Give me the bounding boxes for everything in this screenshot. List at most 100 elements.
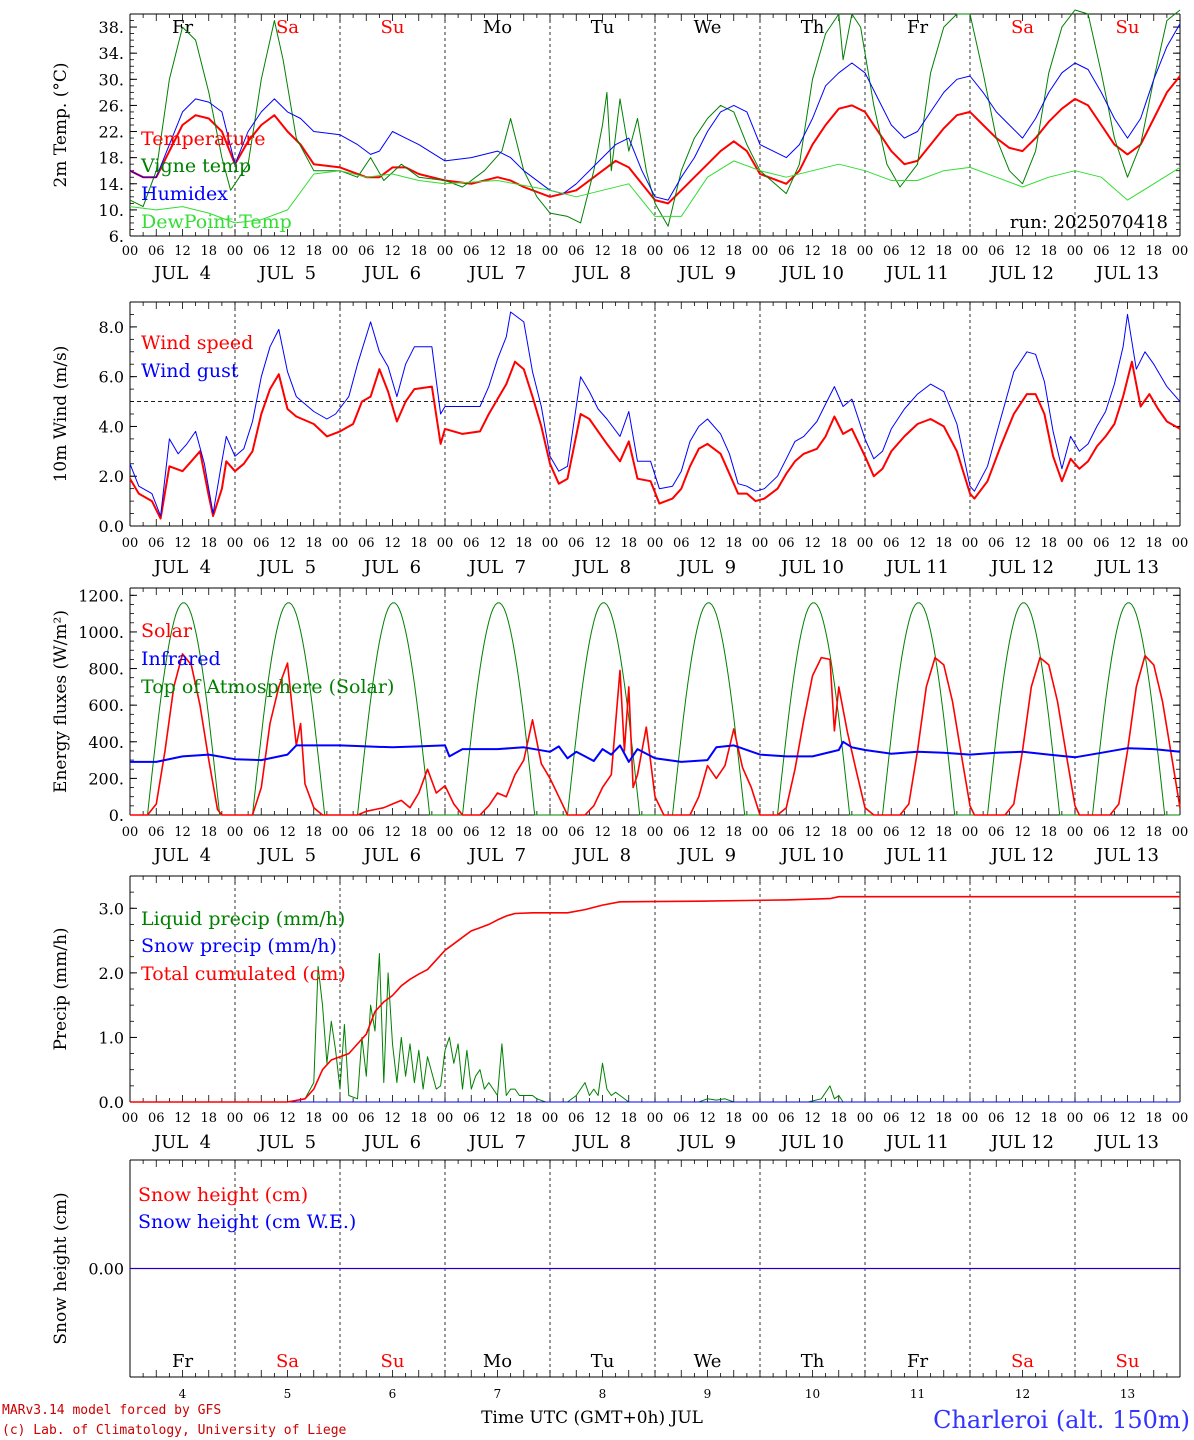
legend-entry: Humidex [141,183,228,205]
date-label: JUL 4 [152,845,211,866]
date-label: JUL 10 [779,557,844,578]
hour-tick-label: 18 [1145,536,1162,551]
hour-tick-label: 06 [253,825,270,840]
weekday-label: Su [381,17,405,38]
hour-tick-label: 00 [1067,536,1084,551]
y-axis-label: Precip (mm/h) [51,927,71,1050]
y-tick-label: 1000. [78,623,124,642]
hour-tick-label: 12 [489,536,506,551]
legend-entry: Total cumulated (cm) [141,963,346,985]
y-tick-label: 0. [109,806,124,825]
hour-tick-label: 12 [384,536,401,551]
day-number-label: 4 [179,1387,187,1401]
hour-tick-label: 18 [620,244,637,259]
hour-tick-label: 18 [515,244,532,259]
series-vigne-temp [129,9,1181,227]
date-label: JUL 9 [677,845,736,866]
hour-tick-label: 12 [174,1111,191,1126]
date-label: JUL 13 [1094,263,1159,284]
weekday-label: Th [801,17,825,38]
hour-tick-label: 00 [752,244,769,259]
hour-tick-label: 00 [227,825,244,840]
y-tick-label: 34. [99,44,124,63]
hour-tick-label: 00 [122,825,139,840]
hour-tick-label: 06 [148,1111,165,1126]
hour-tick-label: 12 [384,1111,401,1126]
hour-tick-label: 18 [305,536,322,551]
panel-precip: 0.0 1.0 2.0 3.0 Precip (mm/h) 00 06 12 18 00 06 12 1… [51,875,1188,1153]
hour-tick-label: 00 [227,244,244,259]
day-number-label: 9 [704,1387,712,1401]
hour-tick-label: 00 [962,1111,979,1126]
hour-tick-label: 18 [725,825,742,840]
y-tick-label: 2.0 [99,964,124,983]
hour-tick-label: 12 [699,536,716,551]
hour-tick-label: 00 [962,244,979,259]
day-number-label: 12 [1015,1387,1030,1401]
hour-tick-label: 06 [463,244,480,259]
hour-tick-label: 00 [437,244,454,259]
legend-entry: Wind speed [141,332,253,354]
hour-tick-label: 06 [568,1111,585,1126]
hour-tick-label: 06 [883,1111,900,1126]
day-number-label: 7 [494,1387,502,1401]
hour-tick-label: 18 [830,1111,847,1126]
hour-tick-label: 18 [935,825,952,840]
date-label: JUL 6 [362,1132,421,1153]
hour-tick-label: 06 [778,1111,795,1126]
hour-tick-label: 00 [1067,1111,1084,1126]
y-tick-label: 38. [99,18,124,37]
run-annotation: run: 2025070418 [1010,212,1168,233]
y-tick-label: 30. [99,70,124,89]
date-label: JUL 10 [779,845,844,866]
hour-tick-label: 12 [174,825,191,840]
hour-tick-label: 12 [699,244,716,259]
hour-tick-label: 12 [909,536,926,551]
hour-tick-label: 12 [594,244,611,259]
date-label: JUL 7 [467,1132,526,1153]
y-tick-label: 400. [88,733,124,752]
hour-tick-label: 18 [200,825,217,840]
hour-tick-label: 00 [332,536,349,551]
hour-tick-label: 06 [673,244,690,259]
hour-tick-label: 18 [1145,825,1162,840]
hour-tick-label: 06 [358,1111,375,1126]
hour-tick-label: 00 [122,244,139,259]
hour-tick-label: 00 [122,536,139,551]
hour-tick-label: 06 [253,1111,270,1126]
hour-tick-label: 00 [857,1111,874,1126]
series-temperature [129,75,1181,205]
hour-tick-label: 00 [1172,536,1189,551]
hour-tick-label: 06 [1093,825,1110,840]
date-label: JUL 4 [152,557,211,578]
hour-tick-label: 18 [200,244,217,259]
hour-tick-label: 12 [1014,825,1031,840]
hour-tick-label: 18 [305,1111,322,1126]
hour-tick-label: 06 [463,825,480,840]
date-label: JUL 12 [989,557,1054,578]
hour-tick-label: 06 [148,536,165,551]
legend-entry: Liquid precip (mm/h) [141,908,345,930]
y-tick-label: 1200. [78,586,124,605]
hour-tick-label: 18 [1145,244,1162,259]
hour-tick-label: 00 [542,244,559,259]
weekday-label: Su [1116,1351,1140,1372]
hour-tick-label: 12 [804,536,821,551]
hour-tick-label: 00 [752,825,769,840]
hour-tick-label: 06 [778,536,795,551]
series-humidex [129,23,1181,201]
date-label: JUL 5 [257,557,316,578]
y-tick-label: 18. [99,149,124,168]
hour-tick-label: 00 [542,1111,559,1126]
date-label: JUL 11 [884,557,949,578]
hour-tick-label: 06 [253,244,270,259]
day-number-label: 11 [910,1387,925,1401]
legend-entry: Snow height (cm W.E.) [138,1211,356,1233]
hour-tick-label: 00 [1067,244,1084,259]
y-tick-label: 800. [88,660,124,679]
hour-tick-label: 18 [515,825,532,840]
date-label: JUL 10 [779,263,844,284]
hour-tick-label: 18 [1040,1111,1057,1126]
y-tick-label: 200. [88,769,124,788]
date-label: JUL 6 [362,557,421,578]
